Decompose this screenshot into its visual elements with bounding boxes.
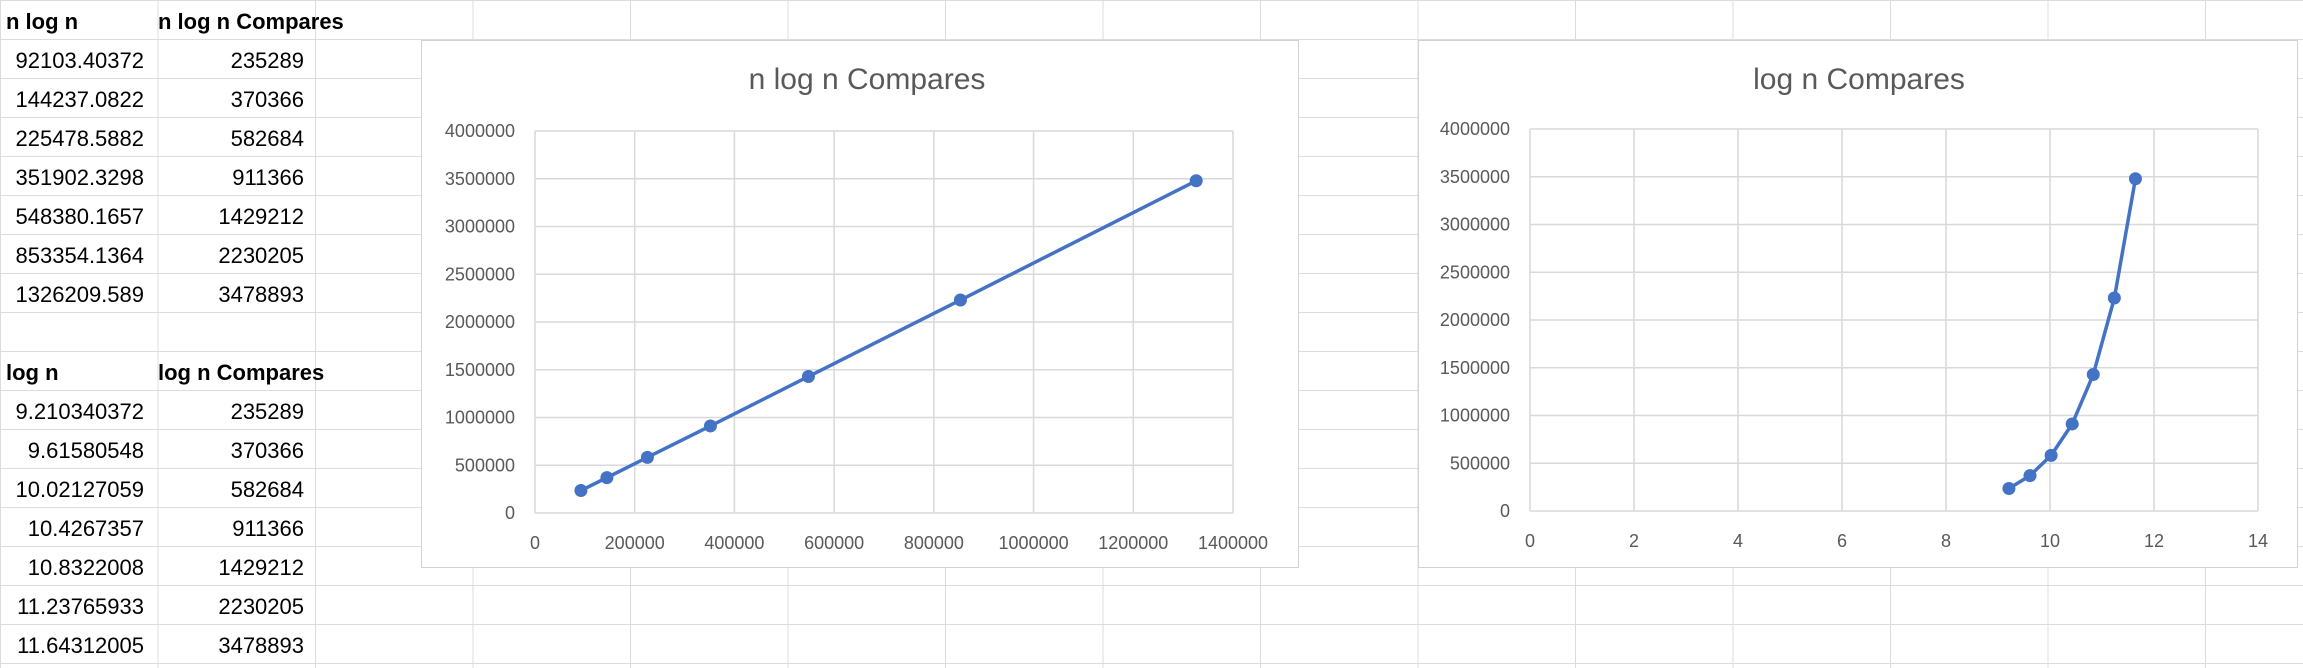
x-tick-label: 6 [1837,531,1847,551]
data-point[interactable] [600,471,614,485]
y-tick-label: 0 [505,503,515,523]
y-tick-label: 4000000 [445,121,515,141]
table2-data-cell[interactable]: 11.64312005 [17,633,144,658]
x-tick-label: 1000000 [999,533,1069,553]
y-tick-label: 2000000 [1440,310,1510,330]
table1-data-cell[interactable]: 2230205 [218,243,304,268]
x-tick-label: 600000 [804,533,864,553]
table2-data-cell[interactable]: 11.23765933 [17,594,144,619]
data-point[interactable] [1189,174,1203,188]
table1-data-cell[interactable]: 351902.3298 [15,165,144,190]
x-tick-label: 200000 [605,533,665,553]
table1-data-cell[interactable]: 144237.0822 [15,87,144,112]
table1-header-cell[interactable]: n log n [6,9,79,34]
table1-data-cell[interactable]: 225478.5882 [15,126,144,151]
y-tick-label: 3000000 [445,217,515,237]
data-point[interactable] [703,419,717,433]
table2-data-cell[interactable]: 582684 [230,477,304,502]
y-tick-label: 2500000 [445,264,515,284]
y-tick-label: 500000 [1450,453,1510,473]
chart-logn-svg: log n Compares 0 500000 1000000 1500000 20000… [1440,63,2268,551]
chart-logn[interactable]: log n Compares 0 500000 1000000 1500000 20000… [1418,40,2298,568]
x-tick-label: 14 [2248,531,2268,551]
y-tick-label: 4000000 [1440,119,1510,139]
data-point[interactable] [953,293,967,307]
y-tick-label: 0 [1500,501,1510,521]
table1-data-cell[interactable]: 911366 [232,165,304,190]
y-tick-label: 2000000 [445,312,515,332]
table2-header-cell[interactable]: log n [6,360,59,385]
table2-data-cell[interactable]: 10.8322008 [27,555,144,580]
data-point[interactable] [2086,368,2100,382]
table2-data-cell[interactable]: 9.61580548 [27,438,144,463]
chart-nlogn-svg: n log n Compares 0 500000 1000000 1500000 200… [445,63,1268,553]
x-tick-label: 8 [1941,531,1951,551]
data-point[interactable] [2065,417,2079,431]
data-point[interactable] [2002,482,2016,496]
table2-data-cell[interactable]: 3478893 [218,633,304,658]
table2-data-cell[interactable]: 911366 [232,516,304,541]
y-tick-label: 3000000 [1440,215,1510,235]
table1-data-cell[interactable]: 548380.1657 [15,204,144,229]
data-point[interactable] [2107,291,2121,305]
x-tick-label: 1400000 [1198,533,1268,553]
table2-data-cell[interactable]: 10.02127059 [15,477,144,502]
table2-header-cell[interactable]: log n Compares [158,360,325,385]
table1-header-cell[interactable]: n log n Compares [158,9,344,34]
x-tick-label: 4 [1733,531,1743,551]
table2-data-cell[interactable]: 2230205 [218,594,304,619]
y-tick-label: 1000000 [1440,406,1510,426]
table1-data-cell[interactable]: 3478893 [218,282,304,307]
y-tick-label: 1000000 [445,408,515,428]
data-point[interactable] [2128,172,2142,186]
y-tick-label: 3500000 [445,169,515,189]
table1-data-cell[interactable]: 1429212 [218,204,304,229]
data-point[interactable] [574,484,588,498]
x-tick-label: 2 [1629,531,1639,551]
data-point[interactable] [640,450,654,464]
chart-nlogn[interactable]: n log n Compares 0 500000 1000000 1500000 200… [421,40,1299,568]
table1-data-cell[interactable]: 235289 [230,48,304,73]
data-point[interactable] [801,370,815,384]
x-tick-label: 400000 [704,533,764,553]
x-tick-label: 0 [1525,531,1535,551]
x-tick-label: 10 [2040,531,2060,551]
table2-data-cell[interactable]: 370366 [230,438,304,463]
y-tick-label: 500000 [455,455,515,475]
table2-data-cell[interactable]: 235289 [230,399,304,424]
chart-title: n log n Compares [749,63,986,96]
table1-data-cell[interactable]: 1326209.589 [15,282,144,307]
x-tick-label: 12 [2144,531,2164,551]
table1-data-cell[interactable]: 582684 [230,126,304,151]
y-tick-label: 3500000 [1440,167,1510,187]
table1-data-cell[interactable]: 853354.1364 [15,243,144,268]
chart-title: log n Compares [1753,63,1965,96]
table1-data-cell[interactable]: 370366 [230,87,304,112]
table1-data-cell[interactable]: 92103.40372 [15,48,144,73]
x-tick-label: 800000 [904,533,964,553]
data-point[interactable] [2023,469,2037,483]
y-tick-label: 1500000 [1440,358,1510,378]
table2-data-cell[interactable]: 1429212 [218,555,304,580]
x-tick-label: 1200000 [1098,533,1168,553]
x-tick-label: 0 [530,533,540,553]
table2-data-cell[interactable]: 9.210340372 [15,399,144,424]
data-point[interactable] [2044,448,2058,462]
table2-data-cell[interactable]: 10.4267357 [27,516,144,541]
y-tick-label: 1500000 [445,360,515,380]
y-tick-label: 2500000 [1440,262,1510,282]
